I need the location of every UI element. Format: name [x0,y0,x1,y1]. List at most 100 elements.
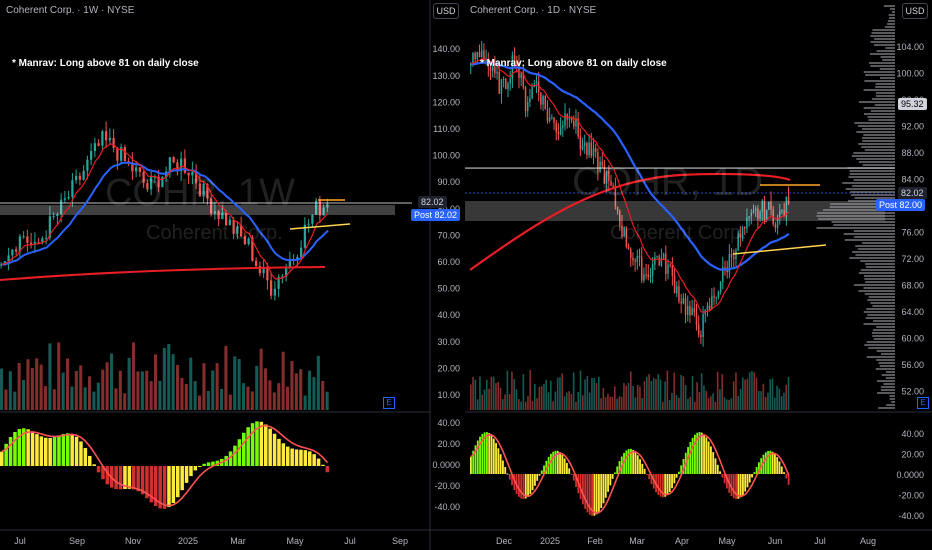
volume-bar [570,394,573,410]
candle [11,249,14,256]
candle [730,253,733,258]
oscillator-bar [237,439,242,466]
candle [601,161,604,166]
volume-bar [483,389,486,410]
right-earnings-marker[interactable]: E [917,397,929,409]
volume-profile-bar [849,173,895,175]
oscillator-bar [742,474,744,495]
volume-profile-bar [849,257,895,259]
volume-profile-bar [865,74,895,76]
oscillator-bar [671,474,673,489]
candle [176,162,179,172]
candle [776,217,779,228]
oscillator-bar [268,428,272,466]
oscillator-bar [566,463,568,474]
oscillator-bar [502,460,504,474]
candle [326,203,329,208]
candle [757,208,759,219]
volume-bar [719,389,721,410]
candle [146,182,149,190]
ema-blue [1,161,329,266]
oscillator-bar [66,433,70,466]
oscillator-bar [783,472,785,474]
candle [180,158,183,172]
volume-profile-bar [867,314,895,316]
left-earnings-marker[interactable]: E [383,397,395,409]
candle [225,212,228,225]
oscillator-bar [189,466,193,477]
candle [634,260,636,262]
volume-bar [536,398,538,410]
volume-bar [650,380,653,410]
volume-bar [652,377,655,410]
volume-bar [627,382,630,410]
oscillator-bar [538,474,541,476]
volume-profile-bar [858,290,895,292]
price-tick-label: 50.00 [437,284,460,294]
candle [183,158,186,173]
oscillator-bar [552,451,555,474]
candle [67,196,70,199]
oscillator-bar [657,474,660,495]
volume-profile-bar [865,266,895,268]
candle [542,96,544,105]
volume-profile-bar [858,161,895,163]
price-tick-label: 110.00 [433,124,460,134]
left-last-price-tag: 82.02 [418,196,447,208]
volume-profile-bar [869,53,895,55]
candle [748,216,750,218]
ema-blue [470,61,790,271]
oscillator-bar [787,474,790,485]
candle [577,118,579,137]
profile-currency-button[interactable]: USD [902,3,928,19]
oscillator-bar [22,428,26,466]
candle [202,183,205,197]
volume-bar [193,381,197,410]
oscillator-bar [776,457,779,474]
oscillator-bar [753,472,756,474]
oscillator-bar [476,440,479,474]
volume-profile-bar [844,239,895,241]
candle [251,238,254,261]
volume-profile-bar [865,281,895,283]
oscillator-bar [650,474,653,485]
volume-profile-bar [833,224,895,226]
volume-bar [616,398,618,410]
volume-profile-bar [847,167,895,169]
volume-bar [721,374,724,410]
volume-profile-bar [877,380,895,382]
volume-bar [682,376,685,410]
candle [535,81,538,85]
currency-button[interactable]: USD [433,3,459,19]
oscillator-bar [570,474,573,475]
volume-profile-bar [875,368,895,370]
volume-profile-bar [865,263,895,265]
volume-profile-bar [829,206,895,208]
volume-bar [184,383,188,410]
volume-profile-bar [842,182,895,184]
volume-bar [630,371,632,410]
oscillator-bar [703,434,705,474]
oscillator-bar [529,474,532,494]
ema-red-fast [470,58,790,313]
volume-bar [696,382,698,410]
volume-profile-bar [861,146,895,148]
oscillator-bar [687,447,689,474]
volume-bar [488,388,490,410]
oscillator-bar [264,424,268,466]
volume-bar [308,370,312,410]
osc-tick-label: -40.00 [898,511,924,521]
oscillator-bar [744,474,747,492]
osc-tick-label: 20.00 [437,439,460,449]
right-note: * Manrav: Long above 81 on daily close [480,58,667,69]
oscillator-bar [145,466,149,499]
oscillator-bar [4,443,8,466]
profile-tick-label: 92.00 [901,122,924,132]
volume-bar [609,396,612,410]
volume-profile-bar [845,188,895,190]
candle [739,233,742,238]
oscillator-bar [96,466,101,473]
volume-bar [655,378,657,410]
oscillator-bar [568,468,571,474]
volume-bar [671,393,673,410]
